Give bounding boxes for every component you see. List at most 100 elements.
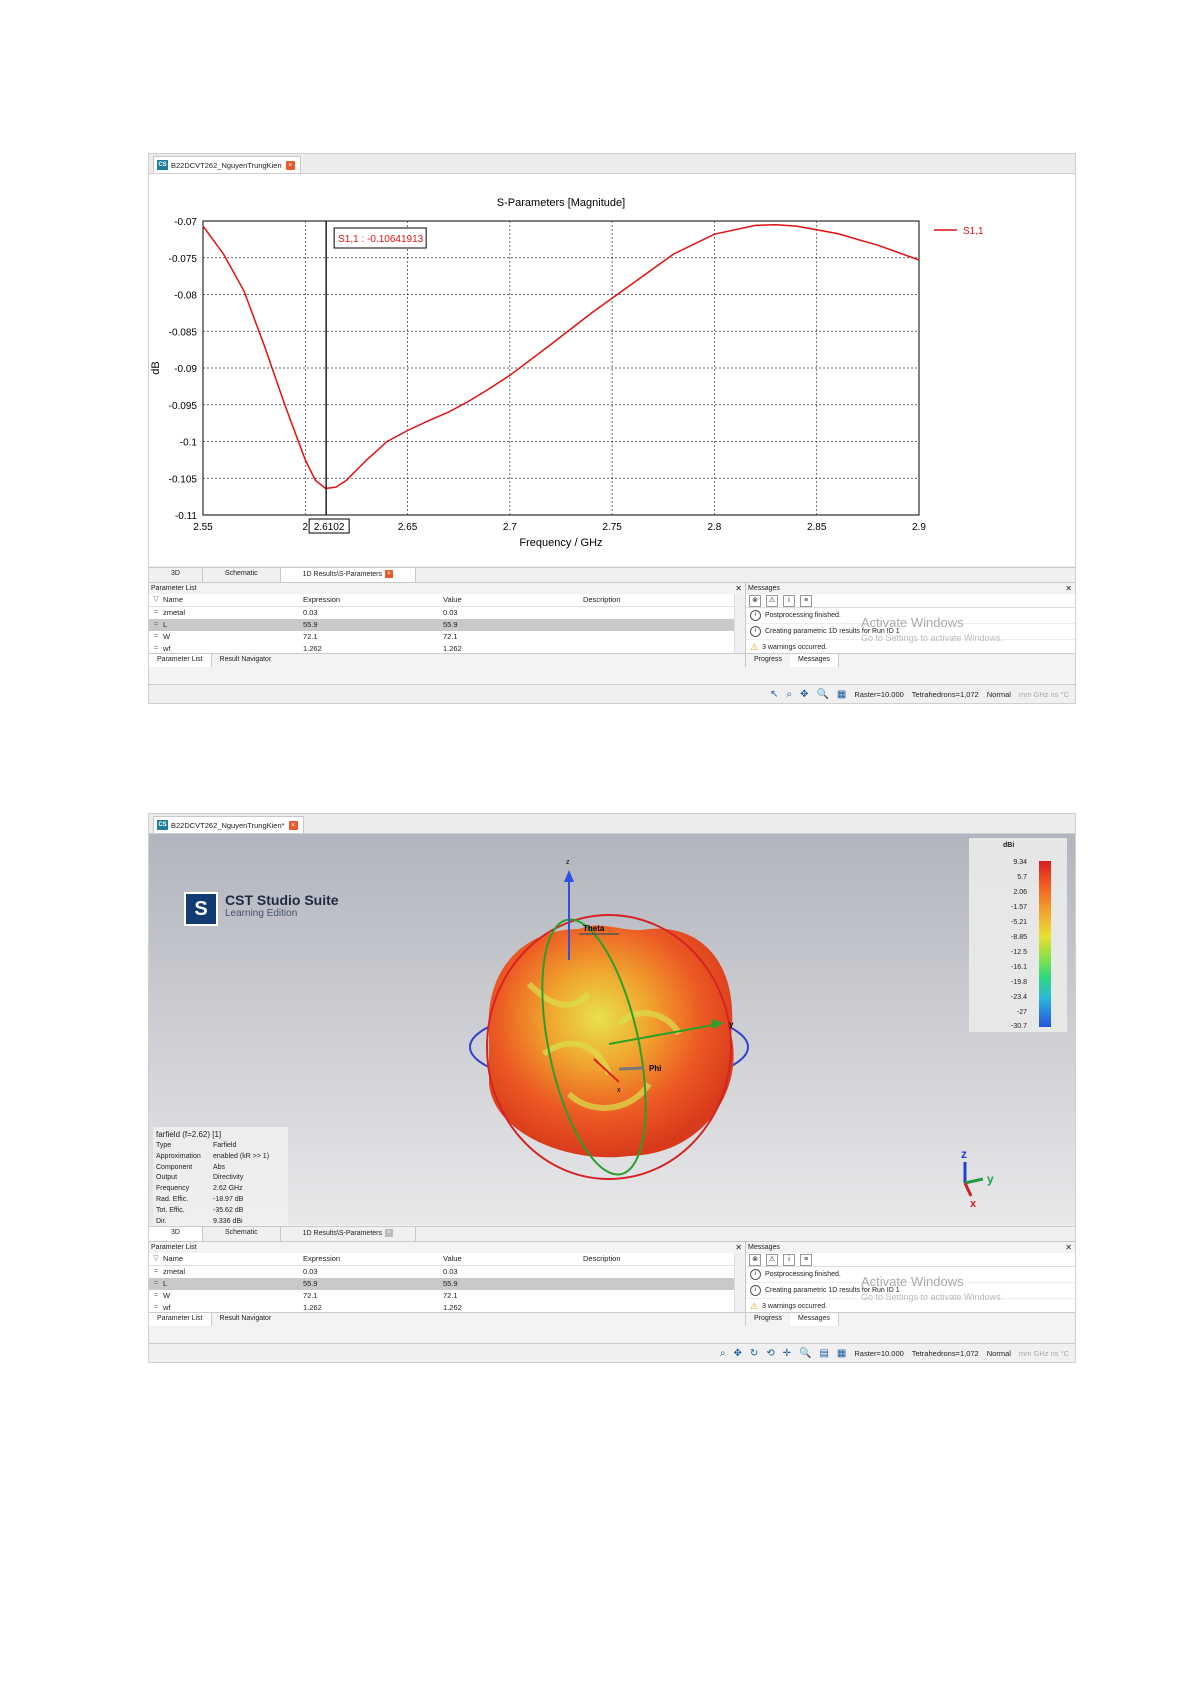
document-tab[interactable]: CS B22DCVT262_NguyenTrungKien* × xyxy=(153,816,304,833)
table-row[interactable]: = W 72.1 72.1 xyxy=(149,1290,745,1302)
view-options-icon[interactable]: ▤ xyxy=(819,1347,829,1359)
parameter-icon: = xyxy=(153,1304,159,1311)
s-parameter-chart: 2.55 2 2.65 2.7 2.75 2.8 2.85 2.9 -0.07 -0.075 -0.… xyxy=(150,197,984,549)
zoom-area-icon[interactable]: ⌕ xyxy=(786,688,793,700)
table-row[interactable]: = L 55.9 55.9 xyxy=(149,619,745,631)
error-filter-icon[interactable]: ⊗ xyxy=(749,1253,761,1266)
orientation-triad[interactable]: z y x xyxy=(961,1147,994,1210)
list-item[interactable]: i Creating parametric 1D results for Run … xyxy=(746,1283,1075,1299)
list-item[interactable]: i Postprocessing finished. xyxy=(746,1267,1075,1283)
zoom-area-icon[interactable]: ⌕ xyxy=(719,1347,726,1359)
scrollbar[interactable] xyxy=(734,1253,745,1313)
table-row[interactable]: = wf 1.262 1.262 xyxy=(149,643,745,655)
table-row[interactable]: = zmetal 0.03 0.03 xyxy=(149,1266,745,1278)
close-icon[interactable]: ✕ xyxy=(735,1243,742,1252)
clear-messages-icon[interactable]: ≡ xyxy=(800,594,812,607)
tab-result-navigator[interactable]: Result Navigator xyxy=(219,1315,272,1322)
pan-icon[interactable]: ✥ xyxy=(733,1347,742,1359)
mode-status: Normal xyxy=(986,689,1011,699)
tab-parameter-list[interactable]: Parameter List xyxy=(149,654,212,667)
tab-1d-results[interactable]: 1D Results\S-Parameters × xyxy=(281,1227,416,1241)
tab-progress[interactable]: Progress xyxy=(754,1315,783,1322)
farfield-pattern: z Theta y Phi x z y x xyxy=(469,859,994,1210)
close-icon[interactable]: × xyxy=(385,570,393,578)
legend-label: 2.06 xyxy=(1013,889,1027,896)
close-icon[interactable]: ✕ xyxy=(1065,584,1072,593)
warning-filter-icon[interactable]: ⚠ xyxy=(766,594,778,607)
move-icon[interactable]: ✛ xyxy=(782,1347,792,1359)
list-item[interactable]: i Postprocessing finished. xyxy=(746,608,1075,624)
close-icon[interactable]: ✕ xyxy=(735,584,742,593)
tetrahedrons-status: Tetrahedrons=1,072 xyxy=(911,689,979,699)
tab-result-navigator[interactable]: Result Navigator xyxy=(219,656,272,663)
series-line xyxy=(202,223,920,490)
header-description[interactable]: Description xyxy=(583,1254,621,1263)
pan-icon[interactable]: ✥ xyxy=(800,688,809,700)
clear-messages-icon[interactable]: ≡ xyxy=(800,1253,812,1266)
theta-label: Theta xyxy=(583,924,605,933)
filter-icon[interactable]: ▽ xyxy=(153,596,159,603)
table-row[interactable]: = wf 1.262 1.262 xyxy=(149,1302,745,1314)
table-row[interactable]: = zmetal 0.03 0.03 xyxy=(149,607,745,619)
close-icon[interactable]: ✕ xyxy=(1065,1243,1072,1252)
header-name[interactable]: Name xyxy=(163,1254,184,1263)
mesh-view-icon[interactable]: ▦ xyxy=(836,1347,847,1359)
header-expression[interactable]: Expression xyxy=(303,595,341,604)
header-value[interactable]: Value xyxy=(443,595,462,604)
zoom-icon[interactable]: 🔍 xyxy=(816,688,829,700)
header-expression[interactable]: Expression xyxy=(303,1254,341,1263)
filter-icon[interactable]: ▽ xyxy=(153,1255,159,1262)
warning-filter-icon[interactable]: ⚠ xyxy=(766,1253,778,1266)
legend-label: S1,1 xyxy=(963,226,984,237)
select-cursor-icon[interactable]: ↖ xyxy=(770,688,779,700)
x-tick-label: 2.55 xyxy=(193,522,213,533)
table-row[interactable]: = L 55.9 55.9 xyxy=(149,1278,745,1290)
message-filter-bar: ⊗ ⚠ i ≡ xyxy=(746,1253,1075,1267)
close-icon[interactable]: × xyxy=(285,160,295,170)
activation-watermark: Activate Windows xyxy=(861,1274,964,1289)
s-parameter-plot: 2.55 2 2.65 2.7 2.75 2.8 2.85 2.9 -0.07 -0.075 -0.… xyxy=(149,174,1075,566)
zoom-icon[interactable]: 🔍 xyxy=(799,1347,812,1359)
document-tab[interactable]: CS B22DCVT262_NguyenTrungKien × xyxy=(153,156,301,173)
tab-progress[interactable]: Progress xyxy=(754,656,783,663)
header-name[interactable]: Name xyxy=(163,595,184,604)
3d-view[interactable]: S CST Studio Suite Learning Edition xyxy=(149,834,1075,1225)
s-parameter-window: CS B22DCVT262_NguyenTrungKien × 2.55 2 2.6… xyxy=(148,153,1076,704)
spin-icon[interactable]: ⟲ xyxy=(766,1347,775,1359)
activation-watermark-sub: Go to Settings to activate Windows. xyxy=(861,633,1004,643)
tab-schematic[interactable]: Schematic xyxy=(203,1227,281,1241)
tab-messages[interactable]: Messages xyxy=(790,1313,839,1326)
tab-schematic[interactable]: Schematic xyxy=(203,568,281,582)
close-icon[interactable]: × xyxy=(385,1229,393,1237)
bottom-panels: Parameter List ✕ ▽ Name Expression Value … xyxy=(149,1242,1075,1326)
panel-title: Messages xyxy=(748,585,780,592)
tab-parameter-list[interactable]: Parameter List xyxy=(149,1313,212,1326)
y-tick-label: -0.09 xyxy=(174,364,197,375)
warning-icon: ⚠ xyxy=(750,1301,759,1311)
info-filter-icon[interactable]: i xyxy=(783,1253,795,1266)
y-tick-label: -0.085 xyxy=(169,327,198,338)
header-description[interactable]: Description xyxy=(583,595,621,604)
messages-panel-tabs: Progress Messages xyxy=(746,1312,1075,1326)
message-filter-bar: ⊗ ⚠ i ≡ xyxy=(746,594,1075,608)
close-icon[interactable]: × xyxy=(288,820,298,830)
header-value[interactable]: Value xyxy=(443,1254,462,1263)
scrollbar[interactable] xyxy=(734,594,745,654)
z-axis-label: z xyxy=(566,859,570,866)
tab-1d-results[interactable]: 1D Results\S-Parameters × xyxy=(280,568,416,582)
brand-subtitle: Learning Edition xyxy=(225,908,298,919)
mesh-view-icon[interactable]: ▦ xyxy=(836,688,847,700)
error-filter-icon[interactable]: ⊗ xyxy=(749,594,761,607)
tab-3d[interactable]: 3D xyxy=(149,568,203,582)
table-row[interactable]: = W 72.1 72.1 xyxy=(149,631,745,643)
tab-3d[interactable]: 3D xyxy=(149,1227,203,1241)
list-item[interactable]: i Creating parametric 1D results for Run … xyxy=(746,624,1075,640)
brand-title: CST Studio Suite xyxy=(225,892,339,908)
tab-messages[interactable]: Messages xyxy=(790,654,839,667)
marker-x-box xyxy=(308,518,350,534)
rotate-icon[interactable]: ↻ xyxy=(749,1347,759,1359)
y-axis-label: y xyxy=(729,1020,734,1029)
info-filter-icon[interactable]: i xyxy=(783,594,795,607)
legend-label: -16.1 xyxy=(1011,964,1027,971)
y-tick-label: -0.1 xyxy=(180,438,198,449)
